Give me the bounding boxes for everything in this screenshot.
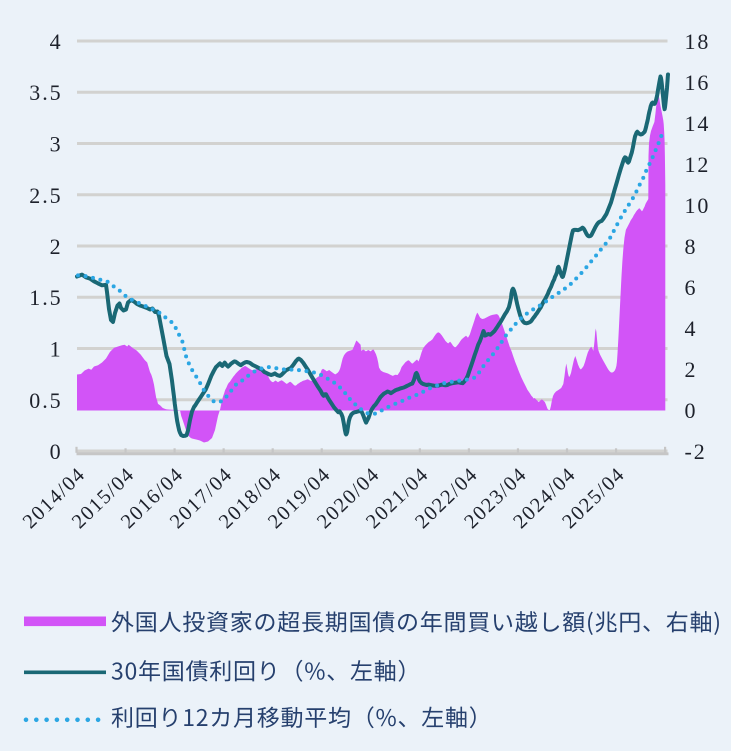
svg-text:1.5: 1.5 <box>29 285 62 310</box>
svg-text:0: 0 <box>685 398 698 423</box>
svg-text:-2: -2 <box>685 439 707 464</box>
svg-text:6: 6 <box>685 275 698 300</box>
svg-text:4: 4 <box>50 29 63 54</box>
svg-text:2.5: 2.5 <box>29 183 62 208</box>
svg-text:4: 4 <box>685 316 698 341</box>
svg-text:18: 18 <box>685 29 711 54</box>
svg-text:0.5: 0.5 <box>29 388 62 413</box>
svg-text:3: 3 <box>50 132 63 157</box>
svg-text:8: 8 <box>685 234 698 259</box>
svg-text:3.5: 3.5 <box>29 80 62 105</box>
svg-text:12: 12 <box>685 152 711 177</box>
svg-text:10: 10 <box>685 193 711 218</box>
svg-text:2: 2 <box>685 357 698 382</box>
svg-text:0: 0 <box>50 439 63 464</box>
svg-text:1: 1 <box>50 337 63 362</box>
svg-text:16: 16 <box>685 70 711 95</box>
svg-text:2: 2 <box>50 234 63 259</box>
svg-text:14: 14 <box>685 111 711 136</box>
